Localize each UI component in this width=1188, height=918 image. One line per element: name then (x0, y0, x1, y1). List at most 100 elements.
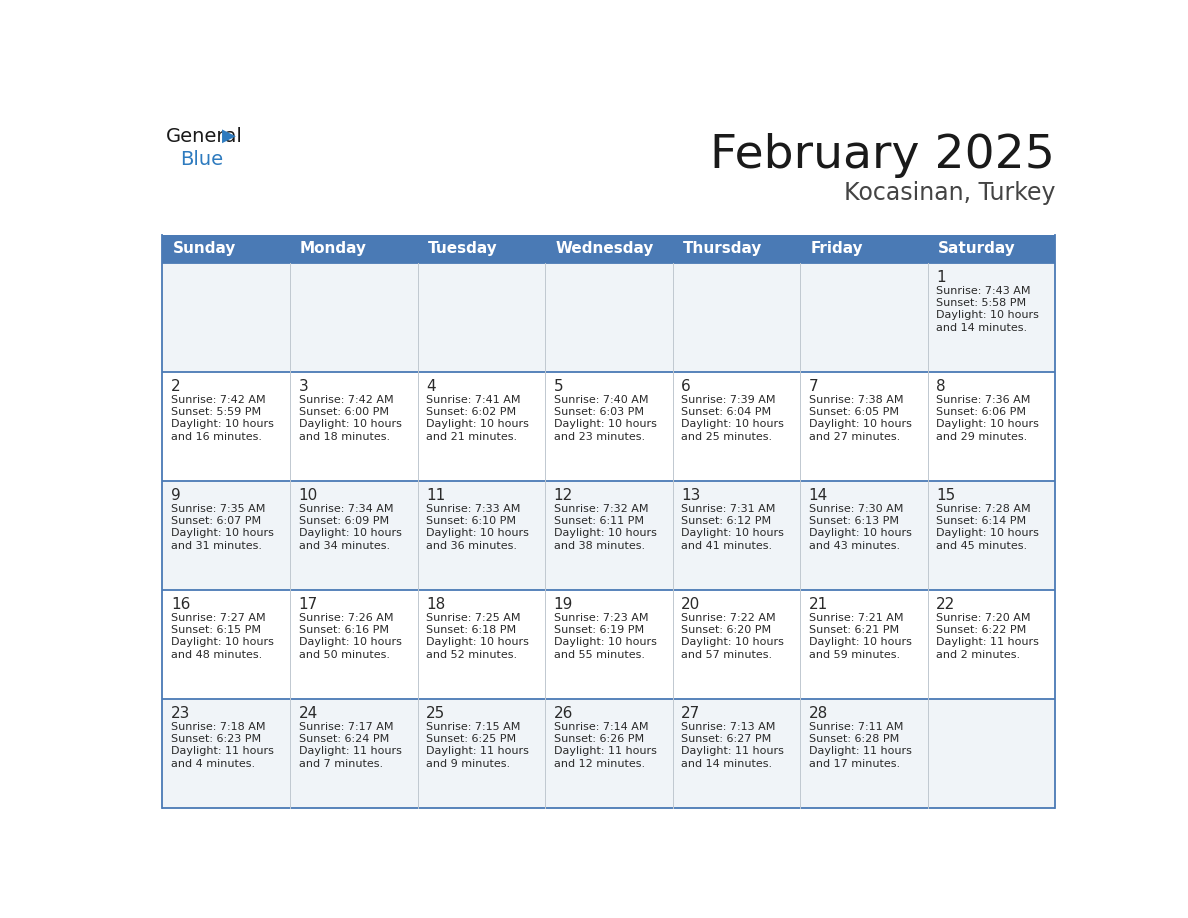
Text: 24: 24 (298, 706, 317, 721)
Text: Daylight: 10 hours
and 21 minutes.: Daylight: 10 hours and 21 minutes. (426, 419, 529, 442)
Bar (801, 235, 928, 263)
Text: 27: 27 (681, 706, 701, 721)
Bar (163, 372, 1055, 481)
Bar (163, 589, 1055, 699)
Text: Daylight: 10 hours
and 34 minutes.: Daylight: 10 hours and 34 minutes. (298, 528, 402, 551)
Text: Wednesday: Wednesday (555, 241, 653, 256)
Text: Sunrise: 7:14 AM: Sunrise: 7:14 AM (554, 722, 649, 732)
Text: Sunrise: 7:25 AM: Sunrise: 7:25 AM (426, 613, 520, 622)
Text: 25: 25 (426, 706, 446, 721)
Text: Sunset: 6:07 PM: Sunset: 6:07 PM (171, 516, 261, 526)
Text: Sunset: 6:23 PM: Sunset: 6:23 PM (171, 733, 261, 744)
Text: Sunset: 6:21 PM: Sunset: 6:21 PM (809, 625, 899, 634)
Text: Sunset: 6:04 PM: Sunset: 6:04 PM (681, 407, 771, 417)
Text: Monday: Monday (301, 241, 367, 256)
Text: Sunrise: 7:21 AM: Sunrise: 7:21 AM (809, 613, 903, 622)
Text: Daylight: 10 hours
and 31 minutes.: Daylight: 10 hours and 31 minutes. (171, 528, 274, 551)
Text: 1: 1 (936, 270, 946, 285)
Text: 9: 9 (171, 487, 181, 503)
Text: Sunrise: 7:43 AM: Sunrise: 7:43 AM (936, 285, 1031, 296)
Text: Daylight: 10 hours
and 29 minutes.: Daylight: 10 hours and 29 minutes. (936, 419, 1040, 442)
Text: Daylight: 11 hours
and 9 minutes.: Daylight: 11 hours and 9 minutes. (426, 745, 529, 769)
Bar (672, 235, 801, 263)
Text: Sunrise: 7:32 AM: Sunrise: 7:32 AM (554, 504, 649, 514)
Text: 13: 13 (681, 487, 701, 503)
Text: 20: 20 (681, 597, 701, 611)
Text: 28: 28 (809, 706, 828, 721)
Text: 12: 12 (554, 487, 573, 503)
Text: 11: 11 (426, 487, 446, 503)
Text: Sunset: 6:00 PM: Sunset: 6:00 PM (298, 407, 388, 417)
Text: Daylight: 10 hours
and 41 minutes.: Daylight: 10 hours and 41 minutes. (681, 528, 784, 551)
Text: Sunset: 6:27 PM: Sunset: 6:27 PM (681, 733, 771, 744)
Text: Sunset: 6:28 PM: Sunset: 6:28 PM (809, 733, 899, 744)
Text: 22: 22 (936, 597, 955, 611)
Text: Daylight: 11 hours
and 7 minutes.: Daylight: 11 hours and 7 minutes. (298, 745, 402, 769)
Text: Tuesday: Tuesday (428, 241, 498, 256)
Text: Sunset: 6:26 PM: Sunset: 6:26 PM (554, 733, 644, 744)
Text: Daylight: 10 hours
and 45 minutes.: Daylight: 10 hours and 45 minutes. (936, 528, 1040, 551)
Text: Daylight: 10 hours
and 43 minutes.: Daylight: 10 hours and 43 minutes. (809, 528, 911, 551)
Text: 8: 8 (936, 378, 946, 394)
Text: Sunrise: 7:23 AM: Sunrise: 7:23 AM (554, 613, 649, 622)
Bar (163, 263, 1055, 372)
Text: Sunset: 6:06 PM: Sunset: 6:06 PM (936, 407, 1026, 417)
Text: Daylight: 10 hours
and 38 minutes.: Daylight: 10 hours and 38 minutes. (554, 528, 657, 551)
Text: Sunday: Sunday (172, 241, 236, 256)
Text: Friday: Friday (810, 241, 862, 256)
Text: General: General (166, 127, 244, 146)
Bar (417, 235, 545, 263)
Text: Sunrise: 7:38 AM: Sunrise: 7:38 AM (809, 395, 903, 405)
Text: Sunset: 5:58 PM: Sunset: 5:58 PM (936, 297, 1026, 308)
Text: ▶: ▶ (222, 127, 236, 145)
Text: Sunset: 6:02 PM: Sunset: 6:02 PM (426, 407, 516, 417)
Text: Sunrise: 7:31 AM: Sunrise: 7:31 AM (681, 504, 776, 514)
Text: Sunrise: 7:42 AM: Sunrise: 7:42 AM (171, 395, 266, 405)
Bar (163, 235, 290, 263)
Text: Sunrise: 7:17 AM: Sunrise: 7:17 AM (298, 722, 393, 732)
Text: Sunrise: 7:42 AM: Sunrise: 7:42 AM (298, 395, 393, 405)
Bar (163, 481, 1055, 589)
Text: Daylight: 10 hours
and 18 minutes.: Daylight: 10 hours and 18 minutes. (298, 419, 402, 442)
Text: Sunset: 6:20 PM: Sunset: 6:20 PM (681, 625, 771, 634)
Text: Sunset: 6:15 PM: Sunset: 6:15 PM (171, 625, 261, 634)
Text: Sunset: 5:59 PM: Sunset: 5:59 PM (171, 407, 261, 417)
Text: Daylight: 10 hours
and 55 minutes.: Daylight: 10 hours and 55 minutes. (554, 637, 657, 660)
Text: Sunset: 6:19 PM: Sunset: 6:19 PM (554, 625, 644, 634)
Text: Daylight: 10 hours
and 25 minutes.: Daylight: 10 hours and 25 minutes. (681, 419, 784, 442)
Text: Saturday: Saturday (937, 241, 1016, 256)
Text: 10: 10 (298, 487, 317, 503)
Text: Sunrise: 7:35 AM: Sunrise: 7:35 AM (171, 504, 265, 514)
Text: Daylight: 11 hours
and 4 minutes.: Daylight: 11 hours and 4 minutes. (171, 745, 274, 769)
Text: 4: 4 (426, 378, 436, 394)
Text: Daylight: 10 hours
and 14 minutes.: Daylight: 10 hours and 14 minutes. (936, 309, 1040, 333)
Text: 17: 17 (298, 597, 317, 611)
Text: Daylight: 10 hours
and 59 minutes.: Daylight: 10 hours and 59 minutes. (809, 637, 911, 660)
Text: Daylight: 10 hours
and 50 minutes.: Daylight: 10 hours and 50 minutes. (298, 637, 402, 660)
Text: 26: 26 (554, 706, 573, 721)
Text: 5: 5 (554, 378, 563, 394)
Text: Sunrise: 7:15 AM: Sunrise: 7:15 AM (426, 722, 520, 732)
Bar (928, 235, 1055, 263)
Text: 19: 19 (554, 597, 573, 611)
Text: February 2025: February 2025 (710, 133, 1055, 178)
Text: Sunset: 6:14 PM: Sunset: 6:14 PM (936, 516, 1026, 526)
Text: Daylight: 10 hours
and 52 minutes.: Daylight: 10 hours and 52 minutes. (426, 637, 529, 660)
Text: Sunset: 6:16 PM: Sunset: 6:16 PM (298, 625, 388, 634)
Text: Daylight: 10 hours
and 36 minutes.: Daylight: 10 hours and 36 minutes. (426, 528, 529, 551)
Text: 18: 18 (426, 597, 446, 611)
Bar (545, 235, 672, 263)
Text: Daylight: 10 hours
and 16 minutes.: Daylight: 10 hours and 16 minutes. (171, 419, 274, 442)
Bar (163, 699, 1055, 808)
Text: Sunrise: 7:41 AM: Sunrise: 7:41 AM (426, 395, 520, 405)
Text: Sunrise: 7:20 AM: Sunrise: 7:20 AM (936, 613, 1031, 622)
Text: Daylight: 11 hours
and 12 minutes.: Daylight: 11 hours and 12 minutes. (554, 745, 657, 769)
Text: Sunrise: 7:33 AM: Sunrise: 7:33 AM (426, 504, 520, 514)
Text: Daylight: 11 hours
and 17 minutes.: Daylight: 11 hours and 17 minutes. (809, 745, 911, 769)
Text: 16: 16 (171, 597, 190, 611)
Text: Sunset: 6:10 PM: Sunset: 6:10 PM (426, 516, 516, 526)
Text: Sunset: 6:09 PM: Sunset: 6:09 PM (298, 516, 388, 526)
Text: 7: 7 (809, 378, 819, 394)
Text: Sunrise: 7:36 AM: Sunrise: 7:36 AM (936, 395, 1031, 405)
Text: Sunrise: 7:13 AM: Sunrise: 7:13 AM (681, 722, 776, 732)
